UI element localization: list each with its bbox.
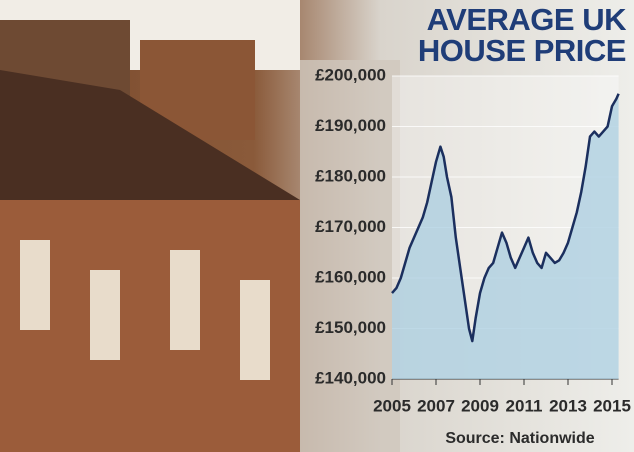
chart-title: AVERAGE UK HOUSE PRICE <box>417 2 627 68</box>
y-tick-label: £140,000 <box>315 368 386 387</box>
y-tick-label: £180,000 <box>315 166 386 185</box>
area <box>392 93 619 379</box>
x-tick-label: 2009 <box>461 396 499 415</box>
x-tick-label: 2011 <box>506 396 543 415</box>
y-tick-label: £160,000 <box>315 267 386 286</box>
source: Source: Nationwide <box>445 430 594 447</box>
x-tick-label: 2005 <box>373 396 411 415</box>
x-tick-label: 2007 <box>417 396 455 415</box>
x-tick-label: 2015 <box>593 396 631 415</box>
y-tick-label: £200,000 <box>315 65 386 84</box>
y-tick-label: £170,000 <box>315 217 386 236</box>
y-tick-label: £150,000 <box>315 318 386 337</box>
line <box>391 93 620 343</box>
y-tick-label: £190,000 <box>315 116 386 135</box>
x-tick-label: 2013 <box>549 396 587 415</box>
